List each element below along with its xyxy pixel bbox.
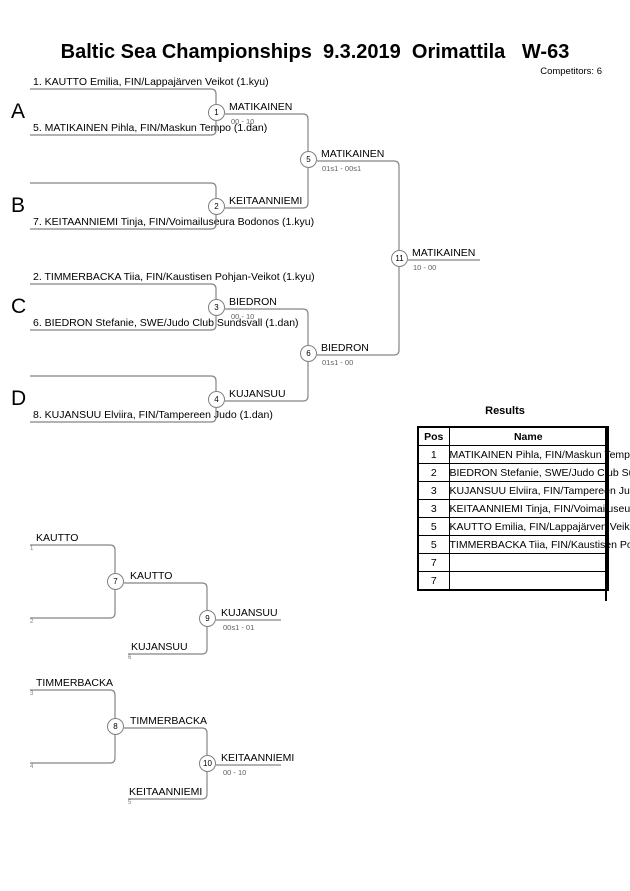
bracket-entry: 7. KEITAANNIEMI Tinja, FIN/Voimailuseura… — [33, 216, 315, 228]
bracket-entry: 6. BIEDRON Stefanie, SWE/Judo Club Sunds… — [33, 317, 299, 329]
winner-label: MATIKAINEN — [321, 148, 385, 160]
repechage-seed: 4 — [30, 764, 34, 770]
bracket-entry: 2. TIMMERBACKA Tiia, FIN/Kaustisen Pohja… — [33, 271, 315, 283]
winner-label: KEITAANNIEMI — [229, 195, 303, 207]
score-label: 00 - 10 — [223, 768, 247, 777]
results-table: Pos Name 1 MATIKAINEN Pihla, FIN/Maskun T… — [417, 426, 630, 591]
match-circle-1: 1 — [208, 104, 225, 121]
page-title: Baltic Sea Championships 9.3.2019 Orimat… — [60, 41, 570, 63]
match-circle-11: 11 — [391, 250, 408, 267]
competitors-count: Competitors: 6 — [540, 66, 602, 77]
results-title: Results — [485, 405, 525, 417]
winner-label: KUJANSUU — [221, 607, 278, 619]
repechage-seed: 1 — [30, 546, 34, 552]
score-label: 01s1 - 00 — [322, 358, 354, 367]
score-label: 00 - 10 — [231, 117, 255, 126]
name-value: BIEDRON Stefanie, SWE/Judo Club Sundsval… — [448, 463, 630, 482]
match-circle-10: 10 — [199, 755, 216, 772]
name-value — [448, 571, 609, 591]
repechage-entry: KAUTTO — [36, 532, 79, 544]
column-header-pos: Pos — [417, 426, 450, 446]
winner-label: KUJANSUU — [229, 388, 286, 400]
match-circle-8: 8 — [107, 718, 124, 735]
winner-label: MATIKAINEN — [229, 101, 293, 113]
group-letter-c: C — [11, 295, 27, 318]
match-circle-3: 3 — [208, 299, 225, 316]
group-letter-b: B — [11, 194, 26, 217]
bracket-entry: 1. KAUTTO Emilia, FIN/Lappajärven Veikot… — [33, 76, 269, 88]
match-circle-9: 9 — [199, 610, 216, 627]
winner-label: TIMMERBACKA — [130, 715, 208, 727]
repechage-seed: 6 — [128, 655, 132, 661]
repechage-seed: 3 — [30, 691, 34, 697]
winner-label: KEITAANNIEMI — [221, 752, 295, 764]
bracket-entry: 5. MATIKAINEN Pihla, FIN/Maskun Tempo (1… — [33, 122, 268, 134]
results-table-right-border — [605, 426, 607, 601]
table-row: 7 — [417, 571, 609, 591]
winner-label: MATIKAINEN — [412, 247, 476, 259]
score-label: 01s1 - 00s1 — [322, 164, 362, 173]
winner-label: BIEDRON — [321, 342, 369, 354]
match-circle-5: 5 — [300, 151, 317, 168]
name-value: MATIKAINEN Pihla, FIN/Maskun Tempo (1.da… — [448, 445, 630, 464]
repechage-entry: TIMMERBACKA — [36, 677, 114, 689]
match-circle-7: 7 — [107, 573, 124, 590]
bracket-entry: 8. KUJANSUU Elviira, FIN/Tampereen Judo … — [33, 409, 273, 421]
winner-label: KAUTTO — [130, 570, 173, 582]
match-circle-2: 2 — [208, 198, 225, 215]
winner-label: BIEDRON — [229, 296, 277, 308]
repechage-entry: KEITAANNIEMI — [129, 786, 203, 798]
score-label: 00 - 10 — [231, 312, 255, 321]
score-label: 10 - 00 — [413, 263, 437, 272]
match-circle-4: 4 — [208, 391, 225, 408]
repechage-seed: 2 — [30, 619, 34, 625]
bracket-connector-lines — [30, 88, 480, 800]
name-value — [448, 553, 609, 572]
group-letter-d: D — [11, 387, 27, 410]
table-row: 7 — [417, 553, 609, 572]
score-label: 00s1 - 01 — [223, 623, 255, 632]
repechage-seed: 5 — [128, 800, 132, 806]
match-circle-6: 6 — [300, 345, 317, 362]
repechage-entry: KUJANSUU — [131, 641, 188, 653]
group-letter-a: A — [11, 100, 26, 123]
